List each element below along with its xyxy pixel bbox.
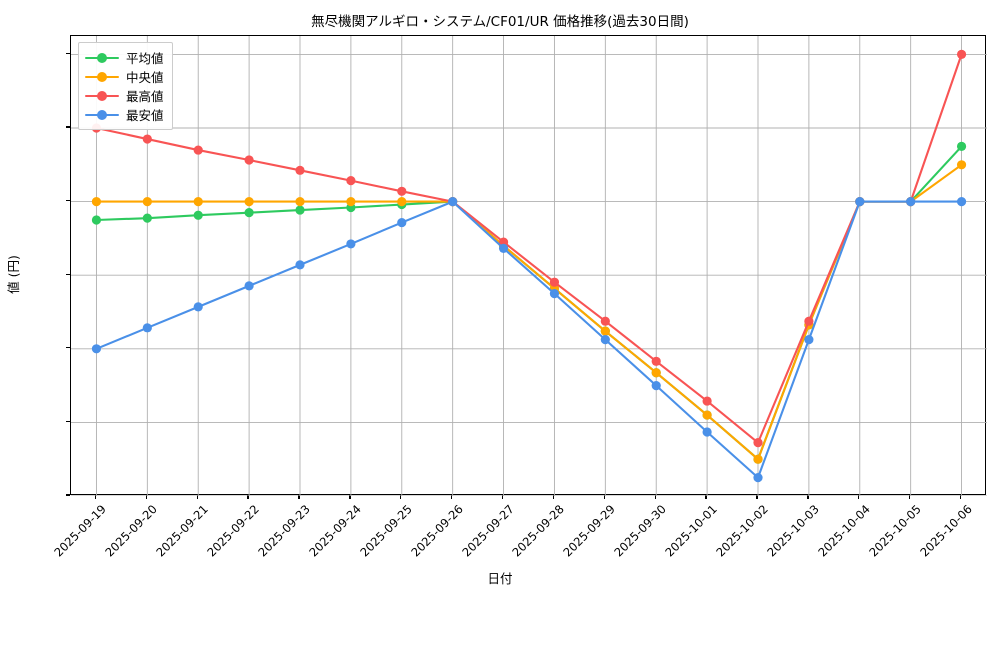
legend-label: 最安値 <box>126 108 164 123</box>
chart-legend: 平均値中央値最高値最安値 <box>78 42 173 130</box>
plot-area <box>70 35 987 496</box>
y-axis-label: 値 (円) <box>5 255 21 294</box>
legend-item-2[interactable]: 最高値 <box>85 86 164 105</box>
chart-title: 無尽機関アルギロ・システム/CF01/UR 価格推移(過去30日間) <box>311 14 689 30</box>
chart-canvas <box>71 36 987 496</box>
legend-label: 中央値 <box>126 70 164 85</box>
legend-marker-icon <box>85 70 119 84</box>
legend-label: 最高値 <box>126 89 164 104</box>
legend-marker-icon <box>85 51 119 65</box>
legend-label: 平均値 <box>126 51 164 66</box>
legend-marker-icon <box>85 108 119 122</box>
chart-figure: 無尽機関アルギロ・システム/CF01/UR 価格推移(過去30日間) 値 (円)… <box>5 14 987 586</box>
x-axis-label: 日付 <box>487 571 513 586</box>
legend-item-3[interactable]: 最安値 <box>85 105 164 124</box>
legend-marker-icon <box>85 89 119 103</box>
legend-item-0[interactable]: 平均値 <box>85 48 164 67</box>
legend-item-1[interactable]: 中央値 <box>85 67 164 86</box>
series-3 <box>91 197 967 483</box>
series-0 <box>91 141 967 464</box>
series-2 <box>91 49 967 448</box>
series-1 <box>91 160 967 464</box>
